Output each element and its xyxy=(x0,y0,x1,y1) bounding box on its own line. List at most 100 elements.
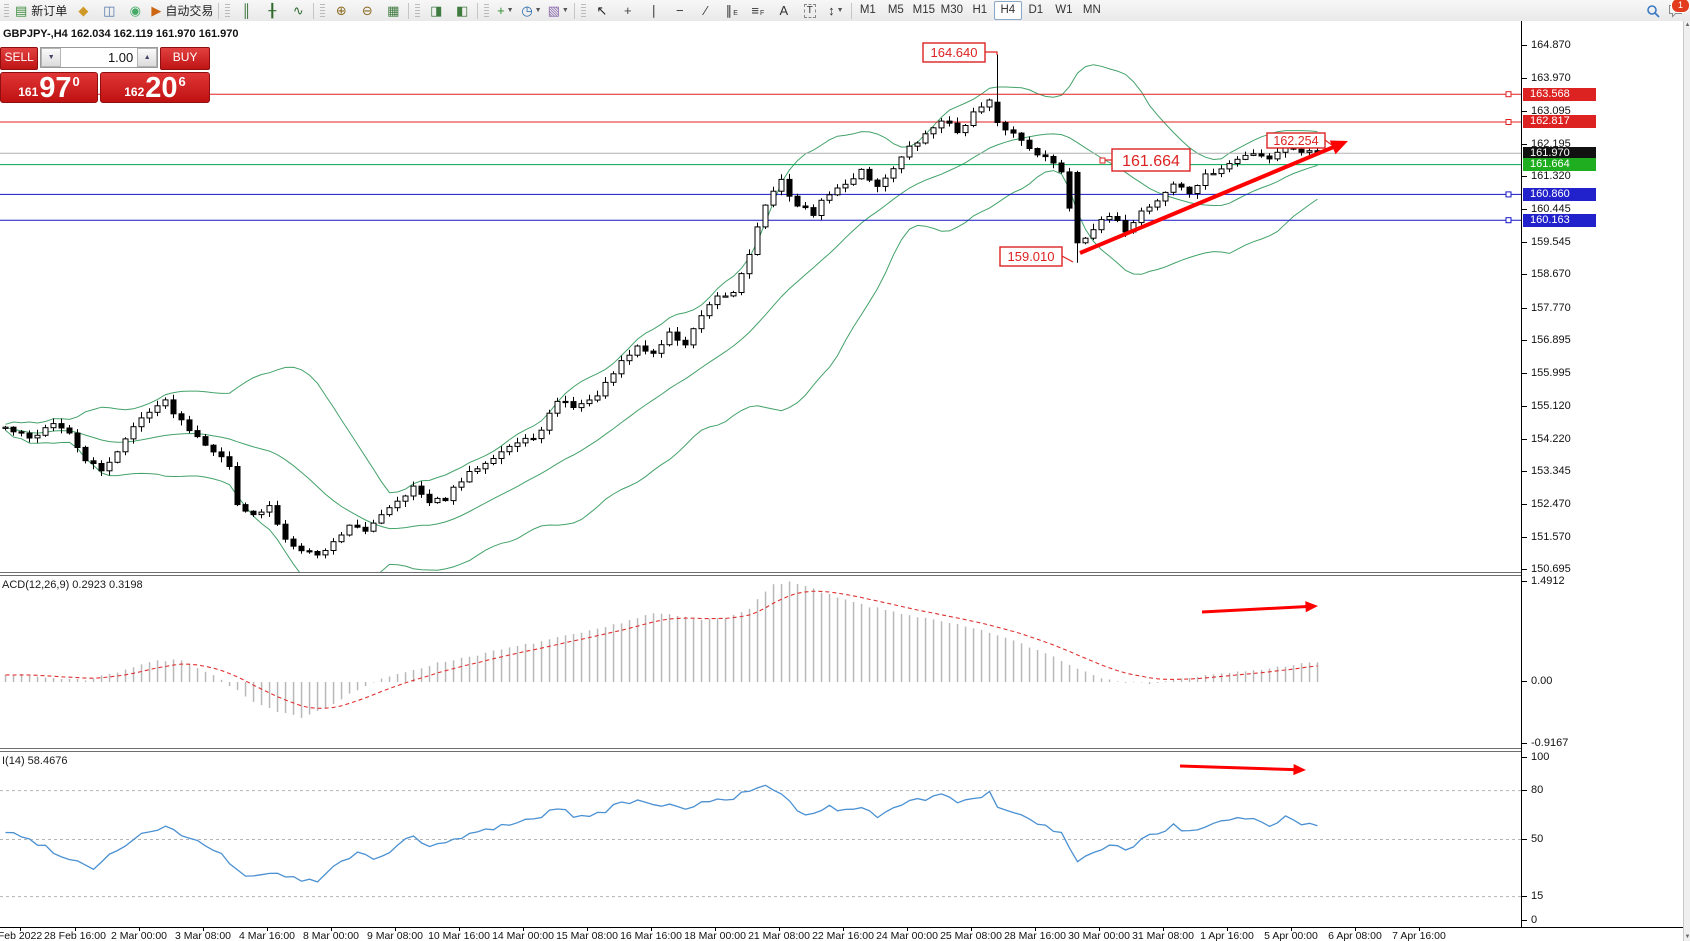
notification-badge[interactable]: 1 xyxy=(1671,0,1690,13)
text-tool[interactable]: A xyxy=(771,1,797,21)
fibonacci-icon: ≡ xyxy=(751,2,759,18)
new-order-button[interactable]: ▤ 新订单 xyxy=(12,1,70,21)
tool-modifier-letter: E xyxy=(733,9,738,17)
tile-windows-button[interactable]: ▦ xyxy=(380,1,406,21)
scroll-up-icon[interactable]: ▲ xyxy=(1684,22,1690,28)
toolbar-grip[interactable] xyxy=(580,3,586,18)
horizontal-level-lines[interactable] xyxy=(0,91,1521,224)
chevron-down-icon[interactable]: ▼ xyxy=(506,6,514,14)
timeframe-m15[interactable]: M15 xyxy=(912,4,936,16)
vertical-scrollbar[interactable]: ▲ ▼ xyxy=(1683,21,1690,941)
volume-increase-button[interactable]: ▲ xyxy=(137,48,158,67)
line-chart-button[interactable]: ∿ xyxy=(285,1,311,21)
channel-tool[interactable]: ∥ E xyxy=(719,1,745,21)
timeframe-h4[interactable]: H4 xyxy=(993,1,1022,20)
sell-price-button[interactable]: 161 97 0 xyxy=(0,72,98,103)
time-tick: 6 Apr 08:00 xyxy=(1328,930,1382,941)
panel-divider[interactable] xyxy=(0,572,1683,576)
toolbar-grip[interactable] xyxy=(225,3,231,18)
search-icon[interactable] xyxy=(1642,2,1664,20)
chart-style-button[interactable]: ◆ xyxy=(70,1,96,21)
price-tick: 155.995 xyxy=(1522,367,1571,379)
trend-arrow[interactable] xyxy=(1201,601,1318,614)
trendline-tool[interactable]: ∕ xyxy=(693,1,719,21)
templates-button[interactable]: ▧ ▼ xyxy=(545,1,572,21)
candlestick-chart-icon: ╂ xyxy=(268,2,277,18)
fibonacci-tool[interactable]: ≡ F xyxy=(745,1,771,21)
price-tick: 155.120 xyxy=(1522,400,1571,412)
horizontal-line-tool[interactable]: − xyxy=(667,1,693,21)
zoom-in-icon: ⊕ xyxy=(335,2,347,18)
time-axis[interactable]: Feb 2022 28 Feb 16:00 2 Mar 00:00 3 Mar 08:… xyxy=(0,927,1683,941)
text-label-tool[interactable]: T xyxy=(797,1,823,21)
toolbar-grip[interactable] xyxy=(415,3,421,18)
trend-arrow[interactable] xyxy=(1079,140,1348,255)
tile-windows-icon: ▦ xyxy=(387,2,400,18)
timeframe-h1[interactable]: H1 xyxy=(972,4,988,16)
panel-divider[interactable] xyxy=(0,748,1683,752)
time-tick: 4 Mar 16:00 xyxy=(238,930,296,941)
price-chart-canvas[interactable]: 164.640 162.254 161.664 159.010 xyxy=(0,21,1521,573)
profiles-icon: ◫ xyxy=(103,2,116,18)
bar-chart-button[interactable]: ║ xyxy=(233,1,259,21)
zoom-out-button[interactable]: ⊖ xyxy=(354,1,380,21)
cursor-tool[interactable]: ↖ xyxy=(589,1,615,21)
candles[interactable] xyxy=(2,54,1321,559)
sell-price-sup: 0 xyxy=(72,74,80,89)
price-annotations[interactable]: 164.640 162.254 161.664 159.010 xyxy=(922,42,1337,267)
toolbar-grip[interactable] xyxy=(320,3,326,18)
macd-panel[interactable]: ACD(12,26,9) 0.2923 0.3198 xyxy=(0,577,1521,749)
macd-histogram xyxy=(4,581,1319,718)
timeframe-d1[interactable]: D1 xyxy=(1028,4,1044,16)
indicators-button[interactable]: + ▼ xyxy=(492,1,518,21)
auto-scroll-button[interactable]: ◨ xyxy=(423,1,449,21)
volume-input[interactable] xyxy=(61,48,138,67)
time-tick: 28 Mar 16:00 xyxy=(1004,930,1066,941)
scroll-down-icon[interactable]: ▼ xyxy=(1684,934,1690,940)
one-click-trading-panel: SELL ▼ ▲ BUY 161 97 0 162 20 6 xyxy=(0,47,210,103)
crosshair-tool[interactable]: + xyxy=(615,1,641,21)
chevron-down-icon[interactable]: ▼ xyxy=(534,6,542,14)
crosshair-icon: + xyxy=(624,2,632,18)
chevron-down-icon[interactable]: ▼ xyxy=(561,6,569,14)
periods-button[interactable]: ◷ ▼ xyxy=(518,1,544,21)
price-chart-panel[interactable]: 164.640 162.254 161.664 159.010 GBPJPY-,H4 … xyxy=(0,21,1521,573)
price-tick: 15 xyxy=(1522,890,1543,902)
new-order-button-label: 新订单 xyxy=(31,3,68,18)
chevron-down-icon[interactable]: ▼ xyxy=(836,6,844,14)
chat-icon[interactable]: 1 xyxy=(1664,0,1690,20)
timeframe-m1[interactable]: M1 xyxy=(859,4,876,16)
timeframe-m5[interactable]: M5 xyxy=(887,4,904,16)
price-tick: 80 xyxy=(1522,784,1543,796)
timeframe-w1[interactable]: W1 xyxy=(1055,4,1073,16)
buy-button[interactable]: BUY xyxy=(160,47,210,70)
signals-button[interactable]: ◉ xyxy=(122,1,148,21)
toolbar-grip[interactable] xyxy=(4,3,9,18)
trend-arrow[interactable] xyxy=(1179,764,1306,776)
price-tick: 158.670 xyxy=(1522,268,1571,280)
volume-decrease-button[interactable]: ▼ xyxy=(41,48,62,67)
auto-trading-button[interactable]: ▶ 自动交易 xyxy=(148,1,216,21)
profiles-button[interactable]: ◫ xyxy=(96,1,122,21)
chart-shift-button[interactable]: ◧ xyxy=(449,1,475,21)
timeframe-m30[interactable]: M30 xyxy=(940,4,964,16)
price-tick: 159.545 xyxy=(1522,236,1571,248)
buy-price-sup: 6 xyxy=(178,74,186,89)
time-tick-mark xyxy=(1291,928,1292,931)
vertical-line-tool[interactable]: ∣ xyxy=(641,1,667,21)
buy-price-button[interactable]: 162 20 6 xyxy=(100,72,210,103)
arrows-tool[interactable]: ↕ ▼ xyxy=(823,1,849,21)
buy-price-big: 20 xyxy=(145,72,178,104)
rsi-panel[interactable]: I(14) 58.4676 xyxy=(0,753,1521,927)
timeframe-mn[interactable]: MN xyxy=(1082,4,1101,16)
time-tick: 2 Mar 00:00 xyxy=(110,930,168,941)
sell-button[interactable]: SELL xyxy=(0,47,39,70)
toolbar-grip[interactable] xyxy=(484,3,490,18)
time-tick-mark xyxy=(587,928,588,931)
arrows-icon: ↕ xyxy=(828,2,835,18)
rsi-canvas xyxy=(0,764,1521,898)
zoom-in-button[interactable]: ⊕ xyxy=(328,1,354,21)
candlestick-chart-button[interactable]: ╂ xyxy=(259,1,285,21)
new-order-icon: ▤ xyxy=(15,2,28,18)
price-axis[interactable]: 164.870 163.970 163.095 162.195 161.320 160.4… xyxy=(1521,21,1684,927)
